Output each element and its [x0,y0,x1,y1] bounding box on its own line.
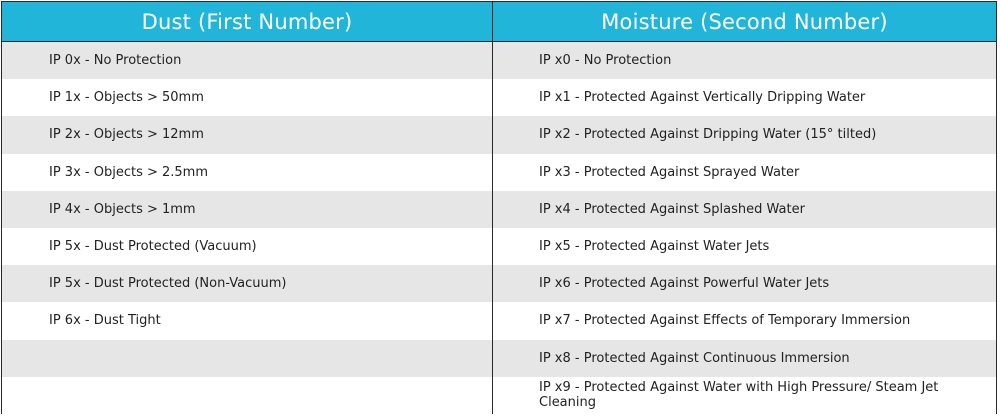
moisture-cell: IP x1 - Protected Against Vertically Dri… [539,90,866,106]
table-body: IP 0x - No Protection IP 1x - Objects > 5… [2,42,996,414]
moisture-cell: IP x2 - Protected Against Dripping Water… [539,127,877,143]
table-row: IP x1 - Protected Against Vertically Dri… [493,79,996,117]
moisture-cell: IP x4 - Protected Against Splashed Water [539,201,805,217]
moisture-column: IP x0 - No Protection IP x1 - Protected A… [493,42,996,414]
table-row: IP 2x - Objects > 12mm [2,116,492,154]
table-row: IP x4 - Protected Against Splashed Water [493,190,996,228]
dust-cell: IP 1x - Objects > 50mm [49,90,204,106]
moisture-cell: IP x7 - Protected Against Effects of Tem… [539,313,911,329]
table-row: IP 1x - Objects > 50mm [2,79,492,117]
moisture-cell: IP x5 - Protected Against Water Jets [539,239,770,255]
table-row: IP x8 - Protected Against Continuous Imm… [493,339,996,377]
dust-cell: IP 5x - Dust Protected (Non-Vacuum) [49,276,287,292]
table-header: Dust (First Number) Moisture (Second Num… [2,2,996,42]
table-row: IP x6 - Protected Against Powerful Water… [493,265,996,303]
table-row: IP 0x - No Protection [2,42,492,80]
table-row: IP x5 - Protected Against Water Jets [493,227,996,266]
dust-cell: IP 5x - Dust Protected (Vacuum) [49,239,257,255]
table-row: IP 6x - Dust Tight [2,302,492,340]
dust-cell: IP 2x - Objects > 12mm [49,127,204,143]
header-moisture: Moisture (Second Number) [601,9,888,34]
moisture-cell: IP x9 - Protected Against Water with Hig… [539,380,939,411]
table-row: IP 4x - Objects > 1mm [2,190,492,228]
moisture-cell: IP x0 - No Protection [539,53,672,69]
table-row [2,339,492,377]
dust-cell: IP 3x - Objects > 2.5mm [49,164,208,180]
header-dust: Dust (First Number) [2,2,493,41]
table-row: IP x0 - No Protection [493,42,996,80]
table-row: IP 5x - Dust Protected (Non-Vacuum) [2,265,492,303]
table-row: IP x9 - Protected Against Water with Hig… [493,376,996,414]
dust-cell: IP 6x - Dust Tight [49,313,161,329]
moisture-cell: IP x6 - Protected Against Powerful Water… [539,276,830,292]
dust-column: IP 0x - No Protection IP 1x - Objects > 5… [2,42,493,414]
table-row [2,376,492,414]
table-row: IP x2 - Protected Against Dripping Water… [493,116,996,154]
dust-cell: IP 4x - Objects > 1mm [49,201,196,217]
moisture-cell: IP x8 - Protected Against Continuous Imm… [539,350,850,366]
table-row: IP x3 - Protected Against Sprayed Water [493,153,996,191]
moisture-cell: IP x3 - Protected Against Sprayed Water [539,164,800,180]
table-row: IP x7 - Protected Against Effects of Tem… [493,302,996,340]
dust-cell: IP 0x - No Protection [49,53,182,69]
table-row: IP 5x - Dust Protected (Vacuum) [2,227,492,266]
table-row: IP 3x - Objects > 2.5mm [2,153,492,191]
